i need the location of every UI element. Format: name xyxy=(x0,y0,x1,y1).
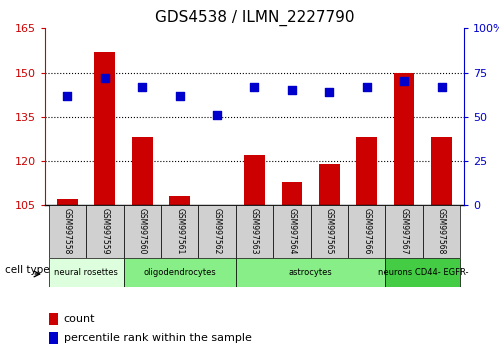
Point xyxy=(101,75,109,81)
Text: neurons CD44- EGFR-: neurons CD44- EGFR- xyxy=(378,268,468,277)
Text: GSM997562: GSM997562 xyxy=(213,207,222,254)
Text: count: count xyxy=(64,314,95,324)
Bar xyxy=(319,164,340,205)
Point xyxy=(176,93,184,98)
Bar xyxy=(310,205,348,258)
Bar xyxy=(431,137,452,205)
Point xyxy=(138,84,146,90)
Point xyxy=(63,93,71,98)
Bar xyxy=(48,205,86,258)
Bar xyxy=(244,155,265,205)
Text: GSM997566: GSM997566 xyxy=(362,207,371,254)
Bar xyxy=(356,137,377,205)
Bar xyxy=(123,205,161,258)
Bar xyxy=(169,196,190,205)
Title: GDS4538 / ILMN_2227790: GDS4538 / ILMN_2227790 xyxy=(155,9,354,25)
Text: GSM997560: GSM997560 xyxy=(138,207,147,254)
Point xyxy=(325,89,333,95)
Bar xyxy=(236,258,385,287)
Bar xyxy=(281,182,302,205)
Text: GSM997558: GSM997558 xyxy=(63,207,72,254)
Bar xyxy=(394,73,415,205)
Bar xyxy=(423,205,460,258)
Text: GSM997568: GSM997568 xyxy=(437,207,446,254)
Text: oligodendrocytes: oligodendrocytes xyxy=(143,268,216,277)
Text: GSM997559: GSM997559 xyxy=(100,207,109,254)
Bar xyxy=(48,258,123,287)
Point xyxy=(400,79,408,84)
Bar xyxy=(49,313,58,325)
Bar xyxy=(86,205,123,258)
Bar xyxy=(49,332,58,344)
Text: astrocytes: astrocytes xyxy=(289,268,332,277)
Point xyxy=(250,84,258,90)
Bar xyxy=(94,52,115,205)
Text: percentile rank within the sample: percentile rank within the sample xyxy=(64,333,251,343)
Text: cell type: cell type xyxy=(4,265,49,275)
Point xyxy=(288,87,296,93)
Text: neural rosettes: neural rosettes xyxy=(54,268,118,277)
Text: GSM997564: GSM997564 xyxy=(287,207,296,254)
Bar xyxy=(236,205,273,258)
Text: GSM997567: GSM997567 xyxy=(400,207,409,254)
Text: GSM997563: GSM997563 xyxy=(250,207,259,254)
Bar xyxy=(273,205,310,258)
Bar xyxy=(385,258,460,287)
Text: GSM997561: GSM997561 xyxy=(175,207,184,254)
Bar xyxy=(348,205,385,258)
Bar xyxy=(385,205,423,258)
Point xyxy=(438,84,446,90)
Point xyxy=(363,84,371,90)
Bar xyxy=(198,205,236,258)
Text: GSM997565: GSM997565 xyxy=(325,207,334,254)
Bar xyxy=(57,199,78,205)
Point xyxy=(213,112,221,118)
Bar xyxy=(161,205,199,258)
Bar xyxy=(123,258,236,287)
Bar xyxy=(132,137,153,205)
